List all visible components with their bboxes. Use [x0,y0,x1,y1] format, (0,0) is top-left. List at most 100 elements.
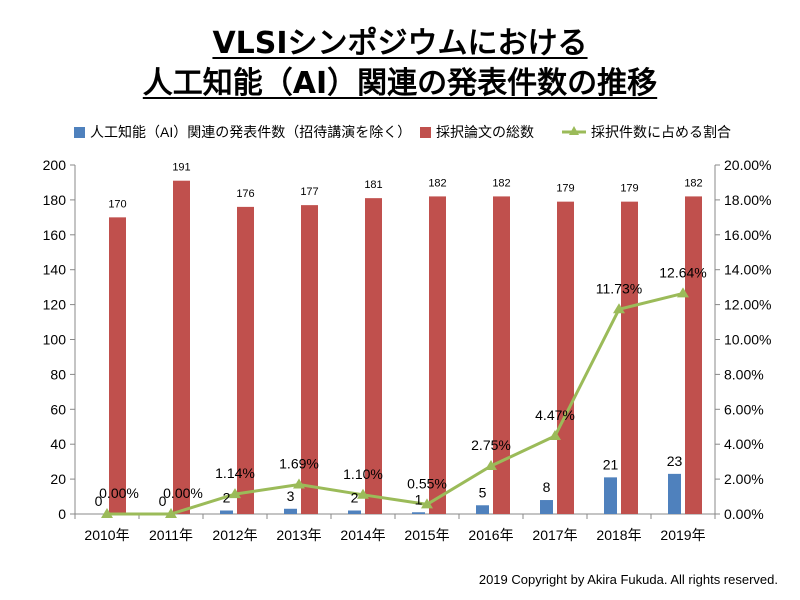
ai-count-bar [476,505,489,514]
x-tick-label: 2010年 [84,527,129,543]
ai-count-label: 23 [667,453,683,469]
ratio-label: 11.73% [596,280,642,296]
x-tick-label: 2015年 [404,527,449,543]
right-tick-label: 20.00% [724,157,771,173]
total-papers-bar [173,180,190,514]
ratio-label: 12.64% [659,264,706,280]
ratio-label: 1.10% [343,466,383,482]
ratio-label: 0.00% [99,485,139,501]
left-tick-label: 80 [50,366,66,382]
ratio-label: 0.00% [163,485,203,501]
x-tick-label: 2018年 [596,527,641,543]
ratio-marker [357,488,369,499]
ai-count-bar [668,473,681,514]
total-papers-bar [109,217,126,514]
ai-count-label: 21 [603,456,619,472]
total-papers-bar [237,206,254,514]
total-papers-label: 191 [172,162,190,174]
ai-count-label: 1 [415,491,423,507]
total-papers-label: 179 [556,183,574,195]
ai-count-bar [348,510,361,514]
left-tick-label: 20 [50,471,66,487]
right-tick-label: 14.00% [724,262,771,278]
total-papers-bar [621,201,638,514]
ratio-marker [549,429,561,440]
right-tick-label: 0.00% [724,506,764,522]
legend-swatch-ai-count [74,127,85,138]
ai-count-label: 2 [351,490,359,506]
total-papers-label: 179 [620,183,638,195]
total-papers-bar [365,198,382,514]
left-tick-label: 200 [43,157,67,173]
ai-count-label: 3 [287,488,295,504]
left-tick-label: 100 [43,332,67,348]
ai-count-label: 5 [479,484,487,500]
x-tick-label: 2012年 [212,527,257,543]
legend-label-total-papers: 採択論文の総数 [436,124,534,140]
right-tick-label: 8.00% [724,366,764,382]
total-papers-bar [493,196,510,514]
right-tick-label: 12.00% [724,297,771,313]
x-tick-label: 2016年 [468,527,513,543]
x-tick-label: 2017年 [532,527,577,543]
right-tick-label: 10.00% [724,332,771,348]
right-tick-label: 16.00% [724,227,771,243]
left-tick-label: 180 [43,192,67,208]
copyright-notice: 2019 Copyright by Akira Fukuda. All righ… [478,572,778,587]
legend-swatch-total-papers [420,127,431,138]
legend-label-ai-count: 人工知能（AI）関連の発表件数（招待講演を除く） [90,124,411,140]
total-papers-label: 170 [108,198,126,210]
left-tick-label: 60 [50,401,66,417]
right-tick-label: 18.00% [724,192,771,208]
ratio-marker [421,498,433,509]
x-tick-label: 2013年 [276,527,321,543]
ratio-label: 0.55% [407,475,447,491]
legend-swatch-ratio-marker [569,126,579,135]
left-tick-label: 0 [58,506,66,522]
chart-title-line2: 人工知能（AI）関連の発表件数の推移 [142,66,658,101]
left-tick-label: 160 [43,227,67,243]
ai-count-bar [412,512,425,514]
ratio-label: 1.14% [215,465,255,481]
ratio-line [107,291,684,516]
total-papers-bar [429,196,446,514]
ai-count-label: 2 [223,490,231,506]
x-tick-label: 2014年 [340,527,385,543]
chart-title-line1: VLSIシンポジウムにおける [212,26,588,61]
ratio-label: 2.75% [471,437,511,453]
ratio-label: 4.47% [535,407,575,423]
ai-count-bar [284,508,297,514]
ratio-marker [101,508,113,518]
right-tick-label: 4.00% [724,436,764,452]
left-tick-label: 40 [50,436,66,452]
total-papers-label: 176 [236,188,254,200]
right-tick-label: 2.00% [724,471,764,487]
total-papers-label: 181 [364,179,382,191]
left-tick-label: 120 [43,297,67,313]
ai-count-bar [220,510,233,514]
ratio-marker [293,478,305,489]
total-papers-bar [685,196,702,514]
ai-count-label: 8 [543,479,551,495]
ai-count-label: 0 [159,493,167,509]
left-tick-label: 140 [43,262,67,278]
ai-count-bar [540,500,553,514]
ratio-marker [613,303,625,314]
ai-count-label: 0 [95,493,103,509]
x-tick-label: 2019年 [660,527,705,543]
total-papers-label: 182 [428,177,446,189]
right-tick-label: 6.00% [724,401,764,417]
ratio-marker [485,460,497,471]
legend-label-ratio: 採択件数に占める割合 [591,124,731,140]
ratio-marker [229,488,241,499]
total-papers-bar [557,201,574,514]
x-tick-label: 2011年 [149,527,193,543]
ai-count-bar [604,477,617,514]
total-papers-bar [301,205,318,514]
total-papers-label: 177 [300,186,318,198]
total-papers-label: 182 [684,177,702,189]
ratio-label: 1.69% [279,456,319,472]
total-papers-label: 182 [492,177,510,189]
ratio-marker [165,508,177,518]
